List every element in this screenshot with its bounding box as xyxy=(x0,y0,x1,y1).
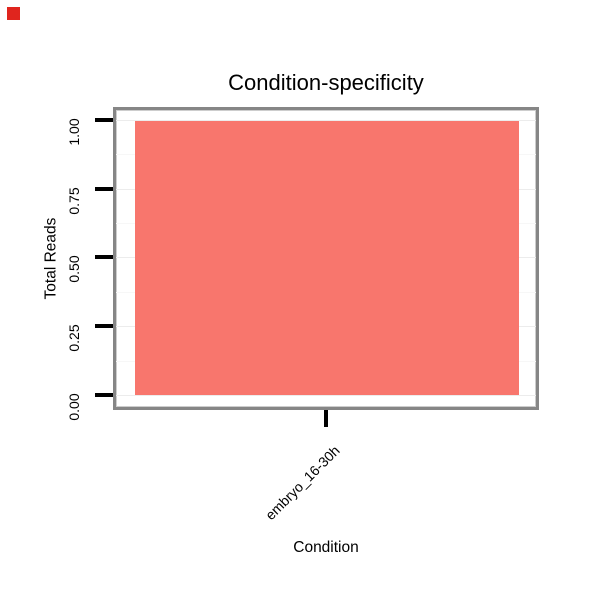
y-axis-tick xyxy=(95,393,113,397)
y-tick-label: 0.50 xyxy=(66,255,82,283)
y-tick-label: 0.75 xyxy=(66,187,82,215)
y-axis-tick xyxy=(95,187,113,191)
gridline-major xyxy=(116,120,536,121)
y-axis-tick xyxy=(95,255,113,259)
y-tick-label: 0.00 xyxy=(66,393,82,421)
red-marker-square xyxy=(7,7,20,20)
x-tick-label: embryo_16-30h xyxy=(262,442,343,523)
y-axis-tick xyxy=(95,324,113,328)
y-axis-tick xyxy=(95,118,113,122)
chart-title: Condition-specificity xyxy=(228,70,424,95)
y-tick-label: 1.00 xyxy=(66,118,82,146)
y-tick-label: 0.25 xyxy=(66,324,82,352)
y-axis-title: Total Reads xyxy=(42,217,60,300)
gridline-major xyxy=(116,395,536,396)
bar xyxy=(135,121,519,395)
x-axis-tick xyxy=(324,410,328,427)
x-axis-title: Condition xyxy=(293,539,359,556)
plot-panel xyxy=(113,107,539,410)
